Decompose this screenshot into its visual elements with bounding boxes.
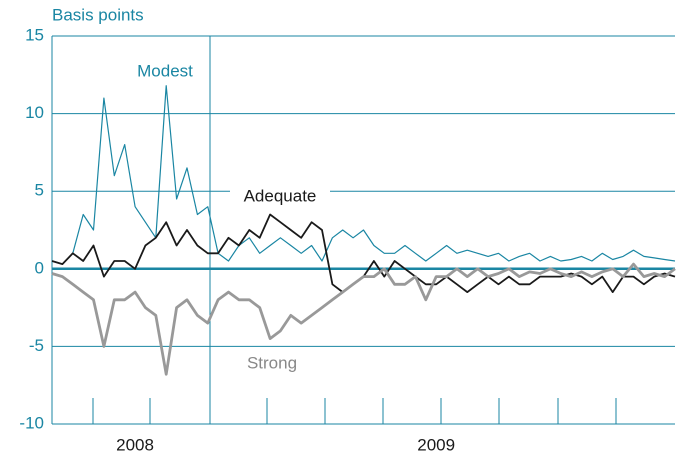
series-label: Modest xyxy=(137,61,193,80)
series-line xyxy=(51,262,676,376)
y-tick-label: 10 xyxy=(25,103,44,122)
y-tick-label: 15 xyxy=(25,25,44,44)
y-tick-label: -5 xyxy=(29,336,44,355)
series-line xyxy=(51,213,676,293)
y-tick-label: 5 xyxy=(35,181,44,200)
series-label: Strong xyxy=(247,353,297,372)
y-tick-label: 0 xyxy=(35,258,44,277)
x-tick-label: 2008 xyxy=(116,435,154,454)
decor xyxy=(51,36,617,424)
label-bg xyxy=(230,186,330,208)
y-tick-label: -10 xyxy=(19,413,44,432)
y-axis-label: Basis points xyxy=(52,5,144,24)
x-tick-label: 2009 xyxy=(417,435,455,454)
series-line xyxy=(51,85,676,265)
series-label: Adequate xyxy=(244,186,317,205)
